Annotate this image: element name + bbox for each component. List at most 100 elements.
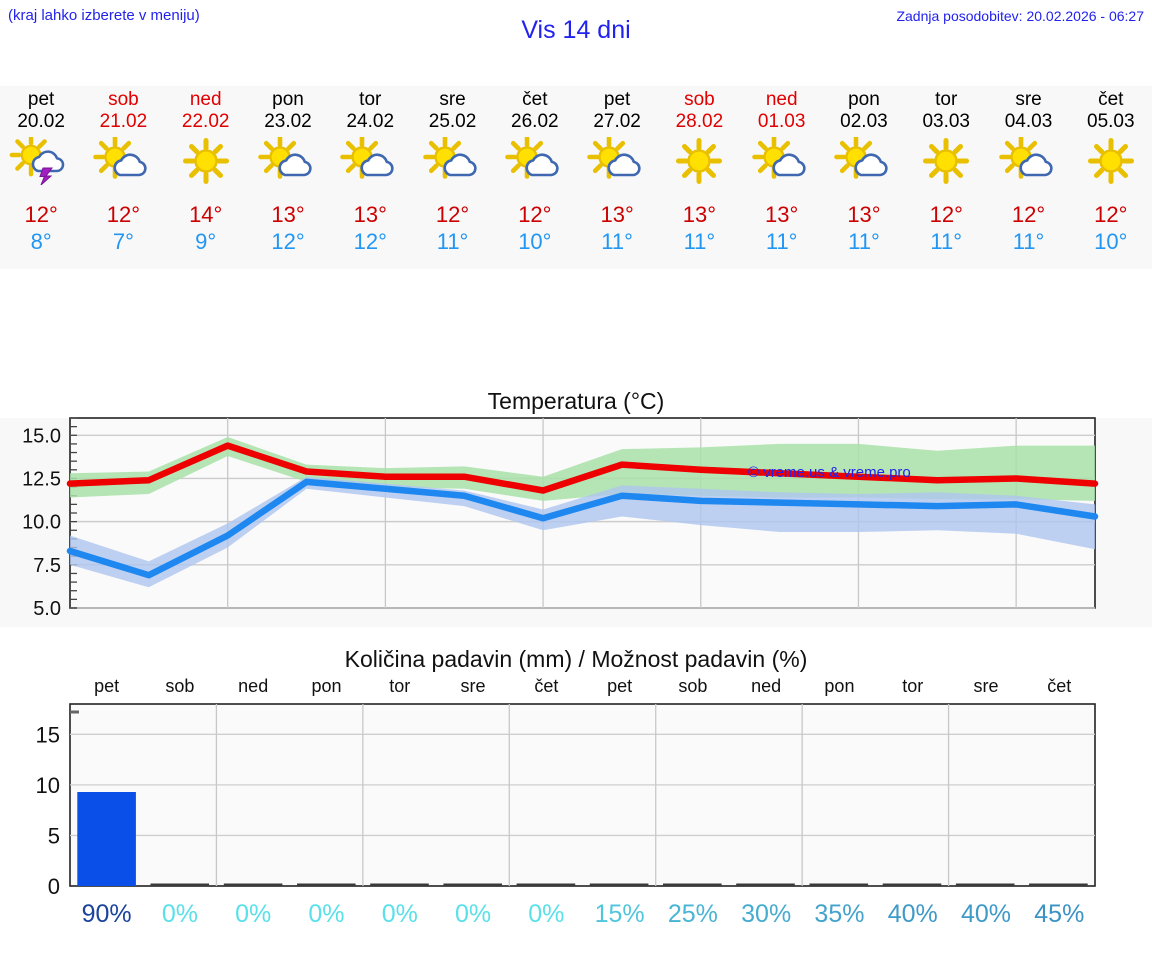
svg-text:7.5: 7.5 bbox=[33, 555, 61, 577]
precipitation-day-label: pon bbox=[311, 676, 342, 696]
temperature-chart-canvas: 5.0 7.5 10.0 12.5 15.0 bbox=[0, 380, 1152, 627]
sun-icon bbox=[167, 137, 245, 185]
temperature-chart-title: Temperatura (°C) bbox=[487, 388, 665, 414]
day-date: 20.02 bbox=[17, 111, 65, 132]
day-name: pet bbox=[27, 89, 55, 110]
precipitation-bar bbox=[150, 883, 210, 886]
precipitation-day-label: čet bbox=[1047, 676, 1072, 696]
precipitation-day-label: pet bbox=[94, 676, 120, 696]
day-forecast-column[interactable]: ned 01.03 13° 11° bbox=[741, 86, 823, 269]
precipitation-bar bbox=[1029, 883, 1088, 886]
day-temp-min: 11° bbox=[683, 229, 716, 254]
precipitation-probability-label: 25% bbox=[667, 900, 718, 928]
day-temp-min: 11° bbox=[848, 229, 880, 254]
precipitation-bar bbox=[223, 883, 283, 886]
svg-text:0: 0 bbox=[48, 874, 60, 899]
precipitation-day-label: tor bbox=[389, 676, 411, 696]
day-date: 27.02 bbox=[593, 111, 641, 132]
day-forecast-column[interactable]: pon 02.03 13° 11° bbox=[823, 86, 905, 269]
svg-text:10: 10 bbox=[36, 773, 60, 798]
day-name: tor bbox=[359, 89, 382, 110]
day-date: 26.02 bbox=[511, 111, 559, 132]
day-forecast-column[interactable]: čet 05.03 12° 10° bbox=[1070, 86, 1152, 269]
day-forecast-column[interactable]: sob 21.02 12° 7° bbox=[82, 86, 164, 269]
day-forecast-column[interactable]: sre 25.02 12° 11° bbox=[411, 86, 493, 269]
day-temp-max: 13° bbox=[765, 202, 799, 227]
sun-cloud-icon bbox=[249, 137, 327, 185]
day-temp-min: 7° bbox=[112, 229, 134, 254]
day-name: pet bbox=[603, 89, 631, 110]
day-temp-min: 11° bbox=[436, 229, 469, 254]
precipitation-probability-label: 90% bbox=[81, 900, 132, 928]
precipitation-probability-label: 40% bbox=[887, 900, 938, 928]
day-forecast-column[interactable]: sre 04.03 12° 11° bbox=[987, 86, 1069, 269]
day-date: 05.03 bbox=[1087, 111, 1135, 132]
day-temp-max: 13° bbox=[600, 202, 634, 227]
precipitation-chart-title: Količina padavin (mm) / Možnost padavin … bbox=[344, 646, 808, 672]
precipitation-probability-label: 0% bbox=[528, 900, 565, 928]
day-temp-min: 8° bbox=[30, 229, 52, 254]
precipitation-probability-label: 30% bbox=[741, 900, 792, 928]
precipitation-day-label: sre bbox=[973, 676, 999, 696]
precipitation-day-label: čet bbox=[534, 676, 559, 696]
day-temp-min: 10° bbox=[518, 229, 552, 254]
day-temp-min: 9° bbox=[195, 229, 217, 254]
day-temp-max: 12° bbox=[24, 202, 58, 227]
day-temp-max: 12° bbox=[518, 202, 552, 227]
day-forecast-column[interactable]: tor 03.03 12° 11° bbox=[905, 86, 987, 269]
day-temp-min: 12° bbox=[353, 229, 387, 254]
svg-text:5: 5 bbox=[48, 823, 60, 848]
day-date: 04.03 bbox=[1004, 111, 1053, 132]
precipitation-probability-label: 0% bbox=[381, 900, 418, 928]
precipitation-day-label: pet bbox=[607, 676, 633, 696]
precipitation-bar bbox=[882, 883, 942, 886]
day-temp-min: 12° bbox=[271, 229, 305, 254]
day-date: 24.02 bbox=[346, 111, 395, 132]
day-name: čet bbox=[1098, 89, 1124, 110]
day-forecast-column[interactable]: čet 26.02 12° 10° bbox=[494, 86, 576, 269]
precipitation-day-label: sob bbox=[165, 676, 195, 696]
precipitation-bar bbox=[297, 883, 356, 886]
precipitation-probability-label: 0% bbox=[454, 900, 492, 928]
daily-forecast-strip: pet 20.02 12° 8° sob 21.02 12° 7° ned 22.02 14°… bbox=[0, 86, 1152, 269]
day-forecast-column[interactable]: pet 27.02 13° 11° bbox=[576, 86, 658, 269]
day-forecast-column[interactable]: pet 20.02 12° 8° bbox=[0, 86, 82, 269]
day-temp-max: 12° bbox=[929, 202, 963, 227]
day-temp-min: 11° bbox=[765, 229, 798, 254]
day-forecast-column[interactable]: ned 22.02 14° 9° bbox=[165, 86, 247, 269]
svg-text:5.0: 5.0 bbox=[33, 598, 61, 620]
sun-cloud-thunder-icon bbox=[2, 137, 80, 185]
day-date: 28.02 bbox=[675, 111, 724, 132]
precipitation-bar bbox=[77, 792, 136, 886]
precipitation-bar bbox=[589, 883, 649, 886]
day-forecast-column[interactable]: sob 28.02 13° 11° bbox=[658, 86, 740, 269]
sun-icon bbox=[1072, 137, 1150, 185]
day-name: sre bbox=[1015, 89, 1042, 110]
day-forecast-column[interactable]: tor 24.02 13° 12° bbox=[329, 86, 411, 269]
sun-icon bbox=[907, 137, 985, 185]
day-name: tor bbox=[935, 89, 958, 110]
day-name: pon bbox=[272, 89, 304, 110]
precipitation-bar bbox=[809, 883, 869, 886]
last-updated-label: Zadnja posodobitev: 20.02.2026 - 06:27 bbox=[896, 8, 1144, 24]
precipitation-probability-label: 15% bbox=[594, 900, 645, 928]
day-date: 21.02 bbox=[99, 111, 148, 132]
day-temp-min: 11° bbox=[1012, 229, 1045, 254]
sun-icon bbox=[660, 137, 738, 185]
day-date: 03.03 bbox=[922, 111, 970, 132]
day-name: ned bbox=[765, 89, 798, 110]
day-temp-min: 10° bbox=[1094, 229, 1128, 254]
day-temp-max: 12° bbox=[435, 202, 470, 227]
svg-text:12.5: 12.5 bbox=[22, 468, 61, 490]
location-hint-link[interactable]: (kraj lahko izberete v meniju) bbox=[8, 7, 200, 24]
precipitation-day-label: pon bbox=[824, 676, 855, 696]
day-temp-max: 13° bbox=[271, 202, 305, 227]
day-name: ned bbox=[189, 89, 222, 110]
day-date: 01.03 bbox=[757, 111, 806, 132]
day-temp-max: 13° bbox=[353, 202, 387, 227]
precipitation-day-label: ned bbox=[238, 676, 269, 696]
day-date: 22.02 bbox=[181, 111, 230, 132]
day-forecast-column[interactable]: pon 23.02 13° 12° bbox=[247, 86, 329, 269]
precipitation-probability-label: 0% bbox=[308, 900, 345, 928]
